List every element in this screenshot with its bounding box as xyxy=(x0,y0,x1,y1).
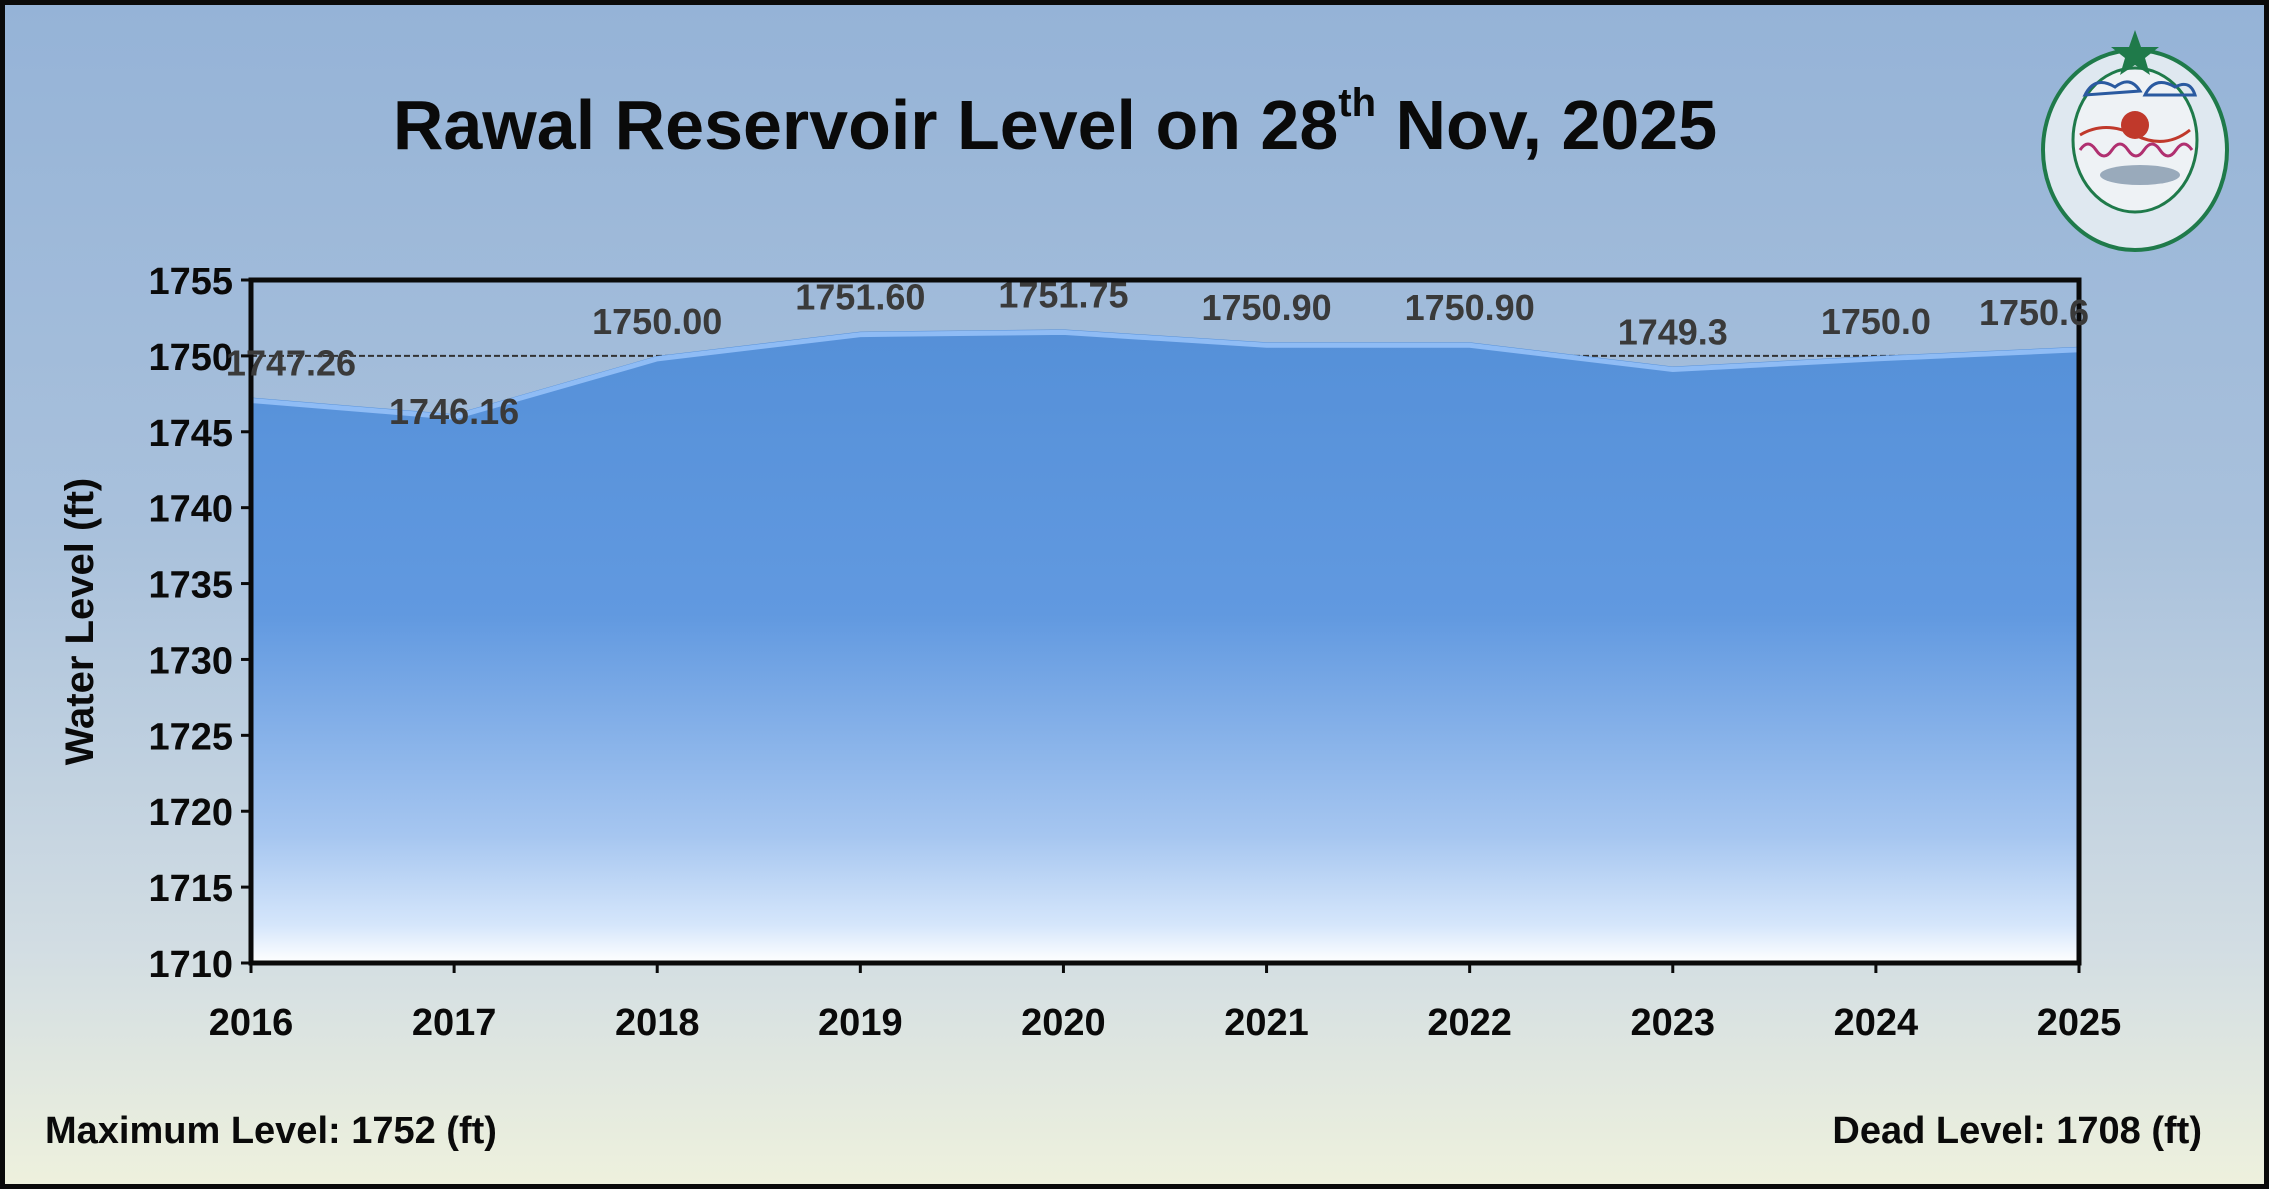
y-tick-label: 1750 xyxy=(148,337,233,379)
data-label: 1751.60 xyxy=(795,277,925,318)
x-tick-label: 2024 xyxy=(1834,1002,1919,1044)
y-tick-label: 1715 xyxy=(148,868,233,910)
star-icon xyxy=(2111,30,2159,75)
data-label: 1750.6 xyxy=(1979,292,2089,333)
chart-title: Rawal Reservoir Level on 28th Nov, 2025 xyxy=(5,81,2105,165)
x-tick-label: 2016 xyxy=(209,1002,294,1044)
y-tick-label: 1710 xyxy=(148,944,233,986)
title-rest: Nov, 2025 xyxy=(1376,86,1718,164)
y-tick-label: 1725 xyxy=(148,716,233,758)
y-tick-label: 1740 xyxy=(148,489,233,531)
data-label: 1750.00 xyxy=(592,301,722,342)
area-top-line xyxy=(250,329,2080,420)
x-tick-label: 2025 xyxy=(2037,1002,2122,1044)
area-chart: 1710 1715 1720 1725 1730 1735 1740 1745 1750 1755… xyxy=(58,261,2122,1044)
y-axis-title: Water Level (ft) xyxy=(58,478,102,765)
x-tick-label: 2018 xyxy=(615,1002,700,1044)
pmd-logo xyxy=(2041,30,2229,252)
x-tick-label: 2017 xyxy=(412,1002,497,1044)
maximum-level-note: Maximum Level: 1752 (ft) xyxy=(45,1110,497,1152)
data-label: 1751.75 xyxy=(998,274,1128,315)
x-tick-label: 2023 xyxy=(1631,1002,1716,1044)
x-tick-label: 2021 xyxy=(1224,1002,1309,1044)
x-tick-label: 2020 xyxy=(1021,1002,1106,1044)
data-label: 1749.3 xyxy=(1618,312,1728,353)
plot-border xyxy=(248,277,2082,966)
data-label: 1747.26 xyxy=(226,342,356,383)
y-tick-label: 1730 xyxy=(148,640,233,682)
dead-level-note: Dead Level: 1708 (ft) xyxy=(1832,1110,2202,1152)
data-label: 1750.90 xyxy=(1201,287,1331,328)
y-tick-label: 1745 xyxy=(148,413,233,455)
data-label: 1750.0 xyxy=(1821,301,1931,342)
data-label: 1750.90 xyxy=(1405,287,1535,328)
data-label: 1746.16 xyxy=(389,391,519,432)
y-tick-label: 1720 xyxy=(148,792,233,834)
area-fill xyxy=(251,329,2079,964)
y-tick-label: 1755 xyxy=(148,261,233,303)
x-tick-label: 2022 xyxy=(1427,1002,1512,1044)
title-superscript: th xyxy=(1338,81,1377,125)
y-tick-label: 1735 xyxy=(148,565,233,607)
title-main: Rawal Reservoir Level on 28 xyxy=(392,86,1339,164)
x-tick-label: 2019 xyxy=(818,1002,903,1044)
